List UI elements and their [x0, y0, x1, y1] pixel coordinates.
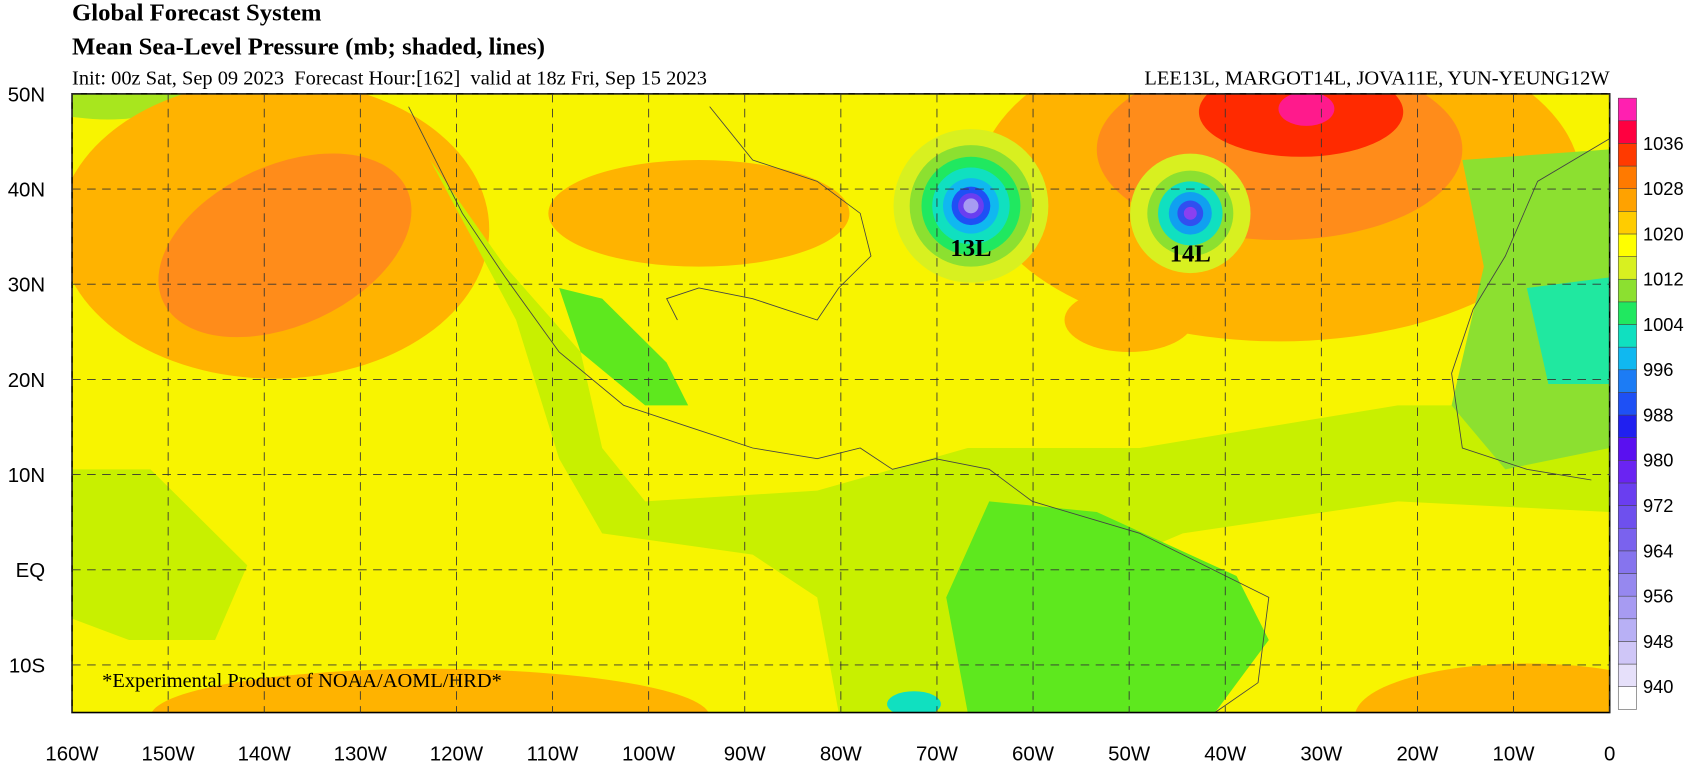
colorbar-label: 940: [1643, 677, 1673, 697]
colorbar-label: 972: [1643, 496, 1673, 516]
lon-label: 140W: [238, 744, 292, 766]
lon-label: 130W: [334, 744, 388, 766]
lon-label: 0: [1604, 744, 1615, 766]
lon-label: 90W: [724, 744, 767, 766]
colorbar-box: [1617, 595, 1637, 620]
colorbar-label: 1020: [1643, 224, 1684, 244]
subtitle: Mean Sea-Level Pressure (mb; shaded, lin…: [72, 33, 545, 60]
colorbar-box: [1617, 233, 1637, 257]
colorbar-label: 948: [1643, 632, 1673, 652]
colorbar-box: [1617, 550, 1637, 574]
lon-label: 10W: [1493, 744, 1536, 766]
lat-label: 30N: [8, 275, 45, 297]
lon-label: 30W: [1300, 744, 1343, 766]
colorbar-box: [1617, 301, 1637, 325]
colorbar-box: [1617, 686, 1637, 710]
colorbar-box: [1617, 641, 1637, 665]
colorbar-box: [1617, 527, 1637, 552]
title: Global Forecast System: [72, 0, 322, 26]
colorbar-box: [1617, 618, 1637, 642]
pressure-field: [72, 93, 1610, 713]
colorbar-box: [1617, 143, 1637, 167]
colorbar-box: [1617, 346, 1637, 371]
lat-label: 50N: [8, 84, 45, 106]
colorbar-label: 1012: [1643, 270, 1684, 290]
storm-14l: [1130, 153, 1251, 274]
lat-label: 10S: [9, 655, 45, 677]
colorbar-label: 956: [1643, 587, 1673, 607]
lon-label: 80W: [820, 744, 863, 766]
lon-label: 60W: [1012, 744, 1055, 766]
colorbar-box: [1617, 324, 1637, 348]
colorbar-box: [1617, 165, 1637, 189]
lat-label: EQ: [16, 560, 45, 582]
colorbar: 1036 1028 1020 1012 1004 996 988 980 972 964 956 94…: [1617, 97, 1684, 710]
colorbar-box: [1617, 188, 1637, 212]
colorbar-box: [1617, 437, 1637, 461]
colorbar-label: 996: [1643, 360, 1673, 380]
lon-label: 40W: [1204, 744, 1247, 766]
colorbar-label: 1036: [1643, 134, 1684, 154]
lon-label: 120W: [430, 744, 484, 766]
colorbar-label: 980: [1643, 451, 1673, 471]
lon-label: 70W: [916, 744, 959, 766]
storm-13l: [893, 129, 1049, 283]
colorbar-box: [1617, 414, 1637, 438]
colorbar-box: [1617, 97, 1637, 122]
lon-label: 50W: [1108, 744, 1151, 766]
lon-label: 20W: [1396, 744, 1439, 766]
lon-label: 160W: [45, 744, 99, 766]
colorbar-box: [1617, 505, 1637, 529]
colorbar-box: [1617, 256, 1637, 280]
colorbar-label: 1028: [1643, 179, 1684, 199]
lon-label: 150W: [141, 744, 195, 766]
colorbar-box: [1617, 663, 1637, 687]
colorbar-box: [1617, 120, 1637, 144]
init-line: Init: 00z Sat, Sep 09 2023 Forecast Hour…: [72, 67, 707, 89]
storm-list: LEE13L, MARGOT14L, JOVA11E, YUN-YEUNG12W: [1144, 67, 1610, 89]
lon-label: 110W: [527, 744, 580, 766]
colorbar-box: [1617, 392, 1637, 416]
storm-label: 13L: [950, 235, 991, 262]
credit: *Experimental Product of NOAA/AOML/HRD*: [102, 670, 502, 692]
colorbar-box: [1617, 278, 1637, 303]
colorbar-label: 964: [1643, 541, 1673, 561]
colorbar-label: 1004: [1643, 315, 1684, 335]
colorbar-box: [1617, 573, 1637, 597]
lat-label: 40N: [8, 180, 45, 202]
lat-label: 10N: [8, 465, 45, 487]
colorbar-box: [1617, 460, 1637, 484]
colorbar-label: 988: [1643, 406, 1673, 426]
storm-label: 14L: [1170, 240, 1211, 267]
lon-label: 100W: [622, 744, 676, 766]
coastlines: [408, 106, 1610, 713]
colorbar-box: [1617, 482, 1637, 506]
colorbar-box: [1617, 211, 1637, 235]
colorbar-box: [1617, 369, 1637, 393]
lat-label: 20N: [8, 370, 45, 392]
